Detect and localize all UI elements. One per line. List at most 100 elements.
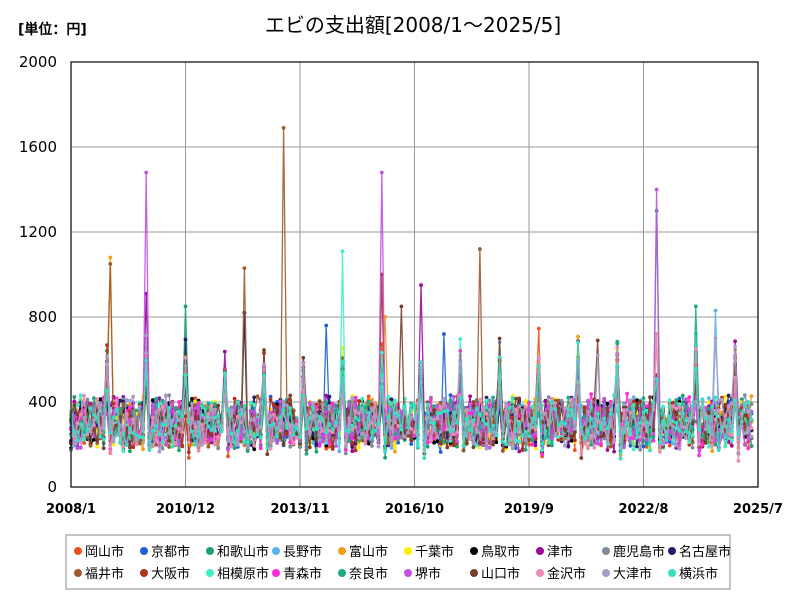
legend-label: 大阪市	[151, 566, 190, 582]
data-point	[337, 427, 342, 432]
y-tick-label: 400	[28, 393, 57, 411]
data-point	[242, 403, 247, 408]
data-point	[249, 440, 253, 445]
data-point	[625, 421, 629, 426]
data-point	[111, 401, 116, 406]
data-point	[661, 442, 665, 447]
data-point	[723, 435, 728, 440]
data-point	[729, 443, 734, 448]
data-point	[500, 448, 505, 453]
data-point	[160, 446, 165, 451]
data-point	[527, 442, 531, 447]
data-point	[572, 430, 577, 434]
data-point	[667, 436, 672, 441]
data-point	[285, 435, 289, 439]
data-point	[507, 406, 512, 410]
data-point	[680, 411, 685, 416]
data-point	[370, 435, 374, 440]
data-point	[602, 436, 607, 441]
data-point	[396, 410, 400, 415]
data-point	[327, 441, 332, 446]
data-point	[631, 430, 636, 435]
data-point	[311, 401, 315, 405]
data-point	[569, 408, 574, 413]
legend-label: 青森市	[283, 566, 322, 582]
data-point	[703, 427, 708, 432]
data-point	[154, 442, 159, 447]
y-tick-label: 2000	[19, 53, 57, 71]
data-point	[78, 393, 83, 398]
data-point	[608, 438, 613, 443]
data-point	[72, 395, 77, 399]
data-point	[523, 399, 528, 403]
data-point	[723, 402, 728, 407]
data-point	[209, 428, 214, 432]
data-point	[252, 410, 257, 415]
data-point	[566, 436, 571, 441]
data-point	[85, 427, 90, 431]
data-point	[419, 283, 423, 287]
data-point	[739, 403, 744, 408]
data-point	[337, 409, 342, 414]
data-point	[451, 410, 456, 415]
legend-marker	[140, 547, 148, 555]
data-point	[294, 422, 299, 427]
data-point	[586, 438, 590, 443]
data-point	[553, 407, 558, 412]
data-point	[576, 402, 580, 407]
data-point	[487, 398, 492, 403]
data-point	[72, 440, 77, 445]
data-point	[127, 426, 132, 431]
data-point	[442, 439, 446, 444]
data-point	[622, 445, 626, 450]
data-point	[631, 395, 636, 400]
data-point	[75, 421, 80, 425]
data-point	[330, 401, 335, 406]
data-point	[533, 430, 538, 435]
data-point	[651, 438, 656, 443]
data-point	[693, 399, 698, 404]
data-point	[523, 438, 528, 443]
plot-area	[69, 61, 759, 488]
data-point	[330, 444, 335, 449]
data-point	[134, 433, 139, 438]
data-point	[383, 455, 387, 460]
data-point	[576, 340, 580, 345]
legend-marker	[272, 547, 280, 555]
data-point	[347, 423, 351, 427]
data-point	[491, 430, 495, 435]
data-point	[491, 436, 495, 441]
data-point	[559, 420, 564, 424]
data-point	[347, 403, 351, 408]
data-point	[105, 388, 109, 393]
data-point	[327, 435, 332, 439]
data-point	[95, 441, 100, 445]
data-point	[635, 435, 639, 440]
legend-marker	[74, 569, 82, 577]
data-point	[131, 445, 136, 450]
data-point	[661, 404, 665, 409]
legend-marker	[338, 569, 346, 577]
data-point	[749, 402, 754, 406]
x-tick-label: 2019/9	[504, 502, 554, 517]
data-point	[396, 437, 400, 442]
data-point	[746, 409, 751, 414]
data-point	[458, 349, 463, 353]
data-point	[703, 416, 708, 421]
data-point	[442, 332, 446, 336]
legend-label: 大津市	[613, 566, 652, 582]
data-point	[671, 419, 675, 424]
data-point	[468, 411, 472, 415]
data-point	[379, 170, 384, 175]
data-point	[285, 426, 289, 430]
data-point	[370, 407, 374, 411]
data-point	[461, 448, 466, 453]
data-point	[484, 398, 489, 403]
data-point	[494, 433, 499, 438]
data-point	[324, 393, 329, 398]
data-point	[474, 430, 479, 434]
legend-marker	[74, 547, 82, 555]
legend-marker	[668, 569, 676, 577]
data-point	[200, 404, 204, 408]
